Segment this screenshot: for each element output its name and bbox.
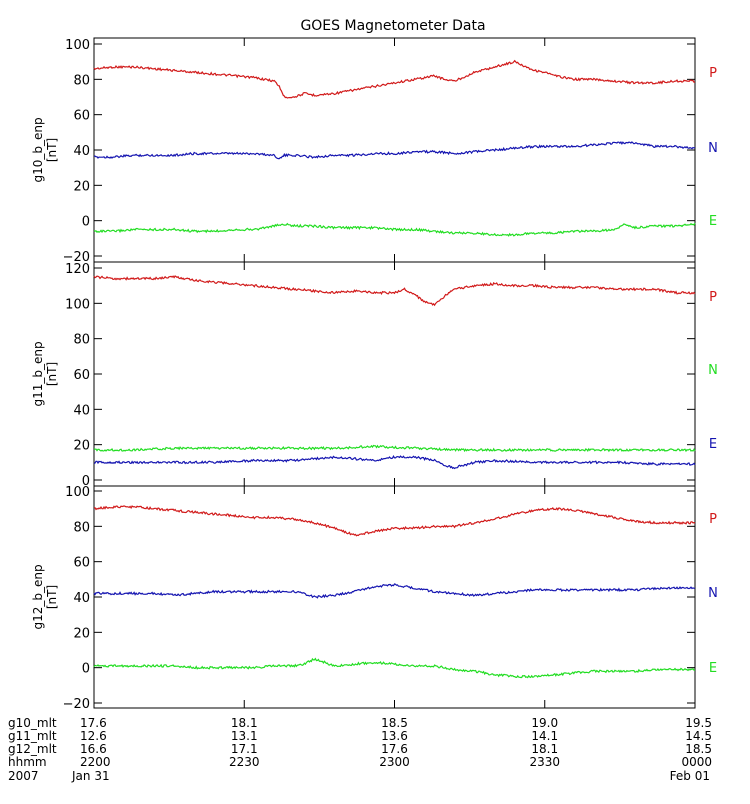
y-tick-label: 0 (82, 662, 90, 677)
x-tick-label: 14.1 (531, 729, 558, 743)
start-date-label: Jan 31 (71, 769, 110, 783)
y-tick-label: 120 (65, 262, 90, 277)
x-tick-label: 2200 (80, 755, 111, 769)
x-row-label: g11_mlt (8, 729, 57, 743)
legend-label-e: E (709, 437, 717, 452)
x-tick-label: 13.1 (231, 729, 258, 743)
series-line-e (93, 657, 696, 679)
x-tick-label: 19.0 (531, 716, 558, 730)
x-tick-label: 18.1 (231, 716, 258, 730)
legend-label-e: E (709, 214, 717, 229)
x-tick-label: 17.1 (231, 742, 258, 756)
y-tick-label: 0 (82, 215, 90, 230)
x-axis-footer: g10_mlt 17.6 18.1 18.5 19.0 19.5 g11_mlt 12.6 13… (8, 716, 712, 783)
panel-2: 120 100 80 60 40 20 0 g11_b_enp [nT] P N E (31, 261, 718, 489)
x-tick-label: 2230 (229, 755, 260, 769)
y-tick-label: 80 (73, 333, 90, 348)
x-tick-label: 18.1 (531, 742, 558, 756)
x-tick-label: 19.5 (685, 716, 712, 730)
y-tick-label: 20 (73, 439, 90, 454)
y-axis-label: g10_b_enp (31, 117, 45, 182)
x-tick-label: 17.6 (381, 742, 408, 756)
x-tick-label: 17.6 (80, 716, 107, 730)
y-tick-label: 40 (73, 591, 90, 606)
x-tick-label: 14.5 (685, 729, 712, 743)
x-tick-label: 12.6 (80, 729, 107, 743)
y-tick-label: 40 (73, 403, 90, 418)
panel-1: 100 80 60 40 20 0 −20 g10_b_enp [nT] P N E (31, 37, 718, 265)
series-line-e (93, 454, 696, 470)
chart-title: GOES Magnetometer Data (300, 18, 485, 34)
x-tick-label: 18.5 (685, 742, 712, 756)
y-tick-label: 100 (65, 297, 90, 312)
panel-3: 100 80 60 40 20 0 −20 g12_b_enp [nT] P N E (31, 485, 718, 712)
x-tick-label: 18.5 (381, 716, 408, 730)
x-tick-label: 13.6 (381, 729, 408, 743)
series-line-p (93, 505, 696, 537)
y-tick-label: 0 (82, 474, 90, 489)
series-line-p (93, 275, 696, 307)
y-tick-label: 20 (73, 179, 90, 194)
x-row-label: g10_mlt (8, 716, 57, 730)
y-tick-label: 20 (73, 626, 90, 641)
y-axis-label: g12_b_enp (31, 564, 45, 629)
x-tick-label: 2330 (529, 755, 560, 769)
x-tick-label: 0000 (681, 755, 712, 769)
y-tick-label: 40 (73, 144, 90, 159)
y-axis-unit: [nT] (45, 585, 59, 609)
legend-label-n: N (708, 586, 718, 601)
series-line-n (93, 140, 696, 160)
x-tick-label: 16.6 (80, 742, 107, 756)
year-label: 2007 (8, 769, 39, 783)
y-tick-label: 60 (73, 556, 90, 571)
legend-label-n: N (708, 141, 718, 156)
legend-label-p: P (709, 512, 717, 527)
y-tick-label: −20 (63, 697, 90, 712)
y-tick-label: 80 (73, 520, 90, 535)
end-date-label: Feb 01 (670, 769, 710, 783)
y-tick-label: 80 (73, 73, 90, 88)
x-row-label: hhmm (8, 755, 47, 769)
y-tick-label: −20 (63, 250, 90, 265)
y-tick-label: 60 (73, 109, 90, 124)
series-line-n (93, 444, 696, 453)
y-tick-label: 100 (65, 38, 90, 53)
series-line-n (93, 583, 696, 599)
series-line-e (93, 222, 696, 237)
legend-label-p: P (709, 66, 717, 81)
legend-label-e: E (709, 661, 717, 676)
legend-label-p: P (709, 290, 717, 305)
y-axis-label: g11_b_enp (31, 341, 45, 406)
legend-label-n: N (708, 363, 718, 378)
y-tick-label: 60 (73, 368, 90, 383)
y-tick-label: 100 (65, 485, 90, 500)
x-row-label: g12_mlt (8, 742, 57, 756)
y-axis-unit: [nT] (45, 138, 59, 162)
panel-frame (93, 261, 696, 487)
x-tick-label: 2300 (379, 755, 410, 769)
y-axis-unit: [nT] (45, 362, 59, 386)
series-line-p (93, 59, 696, 99)
panel-frame (93, 485, 696, 709)
